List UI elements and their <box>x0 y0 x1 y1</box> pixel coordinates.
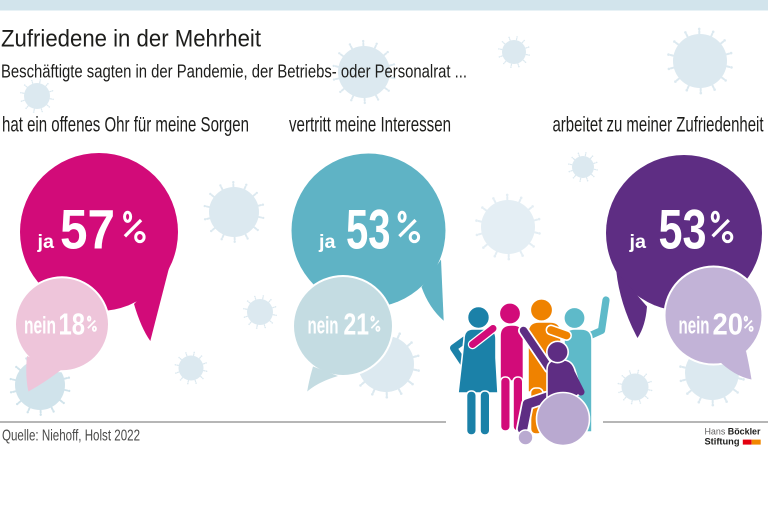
svg-text:Zufriedene in der Mehrheit: Zufriedene in der Mehrheit <box>1 25 261 52</box>
svg-text:Hans Böckler: Hans Böckler <box>705 427 761 437</box>
svg-text:Quelle: Niehoff, Holst 2022: Quelle: Niehoff, Holst 2022 <box>2 428 140 445</box>
svg-text:ja: ja <box>318 232 336 253</box>
svg-text:nein: nein <box>308 313 339 340</box>
svg-text:Beschäftigte sagten in der Pan: Beschäftigte sagten in der Pandemie, der… <box>1 61 467 82</box>
svg-text:57: 57 <box>60 198 115 261</box>
svg-text:arbeitet zu meiner Zufriedenhe: arbeitet zu meiner Zufriedenheit <box>553 112 764 136</box>
svg-text:ja: ja <box>628 232 646 253</box>
svg-text:18: 18 <box>59 307 86 342</box>
svg-text:nein: nein <box>679 313 710 340</box>
svg-text:53: 53 <box>659 198 707 261</box>
svg-text:21: 21 <box>344 307 370 342</box>
svg-text:vertritt meine Interessen: vertritt meine Interessen <box>289 112 451 136</box>
svg-text:ja: ja <box>36 232 54 253</box>
svg-text:hat ein offenes Ohr für meine: hat ein offenes Ohr für meine Sorgen <box>2 112 249 136</box>
svg-text:nein: nein <box>24 313 56 340</box>
svg-text:53: 53 <box>346 198 391 261</box>
svg-text:Stiftung: Stiftung <box>705 437 740 447</box>
svg-text:20: 20 <box>713 307 744 342</box>
